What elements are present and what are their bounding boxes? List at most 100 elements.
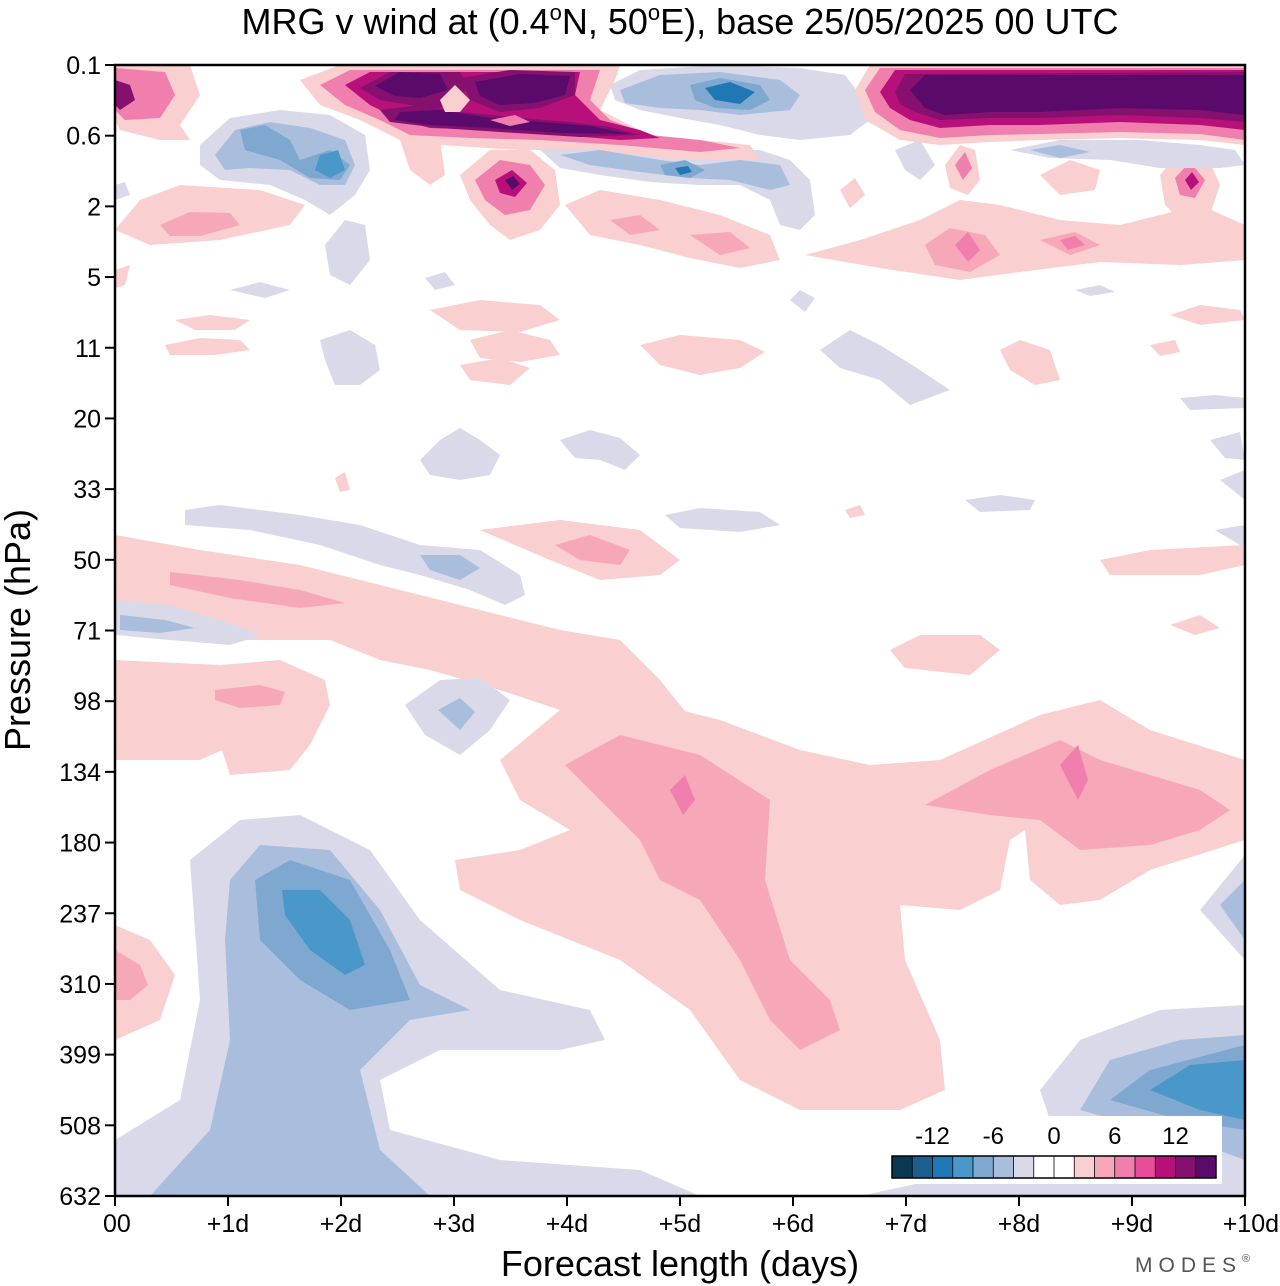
colorbar-swatch (993, 1156, 1014, 1178)
contour-neg-4-band-33 (420, 555, 480, 580)
colorbar-swatch (932, 1156, 954, 1178)
contour-neg-2-33 (665, 508, 780, 532)
contour-pos-4-left-edge (115, 950, 148, 1000)
contour-neg-8-left (282, 890, 365, 975)
x-tick-label: +7d (885, 1210, 927, 1238)
colorbar-swatch (892, 1156, 913, 1178)
contour-lower-negative (115, 815, 1245, 1196)
contour-neg-4-right-top (1030, 145, 1090, 158)
colorbar-swatch (1195, 1156, 1217, 1178)
contour-pos-6-right-top-b (1060, 236, 1085, 250)
colorbar-swatch (1175, 1156, 1197, 1178)
contour-pos-4-big (565, 735, 840, 1050)
y-tick-label: 33 (73, 476, 101, 504)
contour-neg-2-20 (420, 428, 500, 480)
contour-neg-2-20-right (1210, 432, 1245, 460)
contour-neg-2-right-50 (1215, 525, 1245, 548)
contour-pos-6-right (1060, 745, 1088, 800)
colorbar-label: -6 (983, 1123, 1004, 1150)
y-tick-label: 310 (59, 971, 101, 999)
contour-pos-2-11-b (460, 358, 530, 385)
colorbar-swatch (952, 1156, 974, 1178)
y-tick-label: 50 (73, 547, 101, 575)
y-tick-label: 0.1 (66, 52, 101, 80)
contour-neg-4-98 (438, 698, 475, 730)
contour-neg-8-center-top (675, 166, 692, 175)
contour-pos-6-topleft (115, 68, 175, 120)
x-tick-label: +9d (1111, 1210, 1153, 1238)
contour-pos-2-11-left (165, 338, 250, 355)
contour-pos-12-topleft (115, 80, 135, 110)
x-tick-label: +4d (546, 1210, 588, 1238)
x-tick-label: +5d (659, 1210, 701, 1238)
contour-pos-2-5-center (430, 300, 560, 332)
x-axis: 00 +1d +2d +3d +4d +5d +6d +7d +8d +9d +10d (103, 1196, 1279, 1238)
contour-mid-positive (165, 300, 1245, 518)
y-tick-label: 508 (59, 1112, 101, 1140)
contour-pos-2-6.5d-small (840, 178, 865, 208)
contour-neg-8-top-band (705, 82, 755, 104)
contour-top-strong (115, 65, 1245, 160)
contour-pos-16a-top-center (375, 72, 448, 98)
contour-pos-2-8d-small (1040, 160, 1100, 195)
contour-pos-2-left-edge-5 (115, 265, 130, 288)
contour-pos-2-11-center (470, 330, 560, 362)
contour-mid-negative (115, 330, 1245, 755)
contour-pos-2-11-center-b (640, 335, 765, 375)
y-tick-label: 98 (73, 688, 101, 716)
colorbar-swatch (1054, 1156, 1075, 1178)
y-tick-label: 237 (59, 900, 101, 928)
colorbar-swatch (1155, 1156, 1176, 1178)
plot-area (115, 65, 1245, 1196)
contour-neg-2-5hpa-d (790, 290, 815, 312)
contour-pos-4-center-50 (555, 535, 630, 565)
title-suffix: E), base 25/05/2025 00 UTC (660, 1, 1118, 42)
contour-upper-negative (115, 65, 1245, 312)
contour-pos-2-5-right-b (1150, 340, 1180, 356)
contour-pos-2-right-71 (890, 635, 1000, 675)
contour-pos-6-right-top (955, 232, 980, 262)
contour-neg-2-band-33 (185, 505, 525, 605)
contour-pos-16b-top-center (475, 74, 570, 105)
y-tick-label: 11 (75, 335, 101, 363)
contour-pos-4-upper-left (215, 685, 285, 708)
contour-pos-12-3d (505, 176, 520, 190)
contour-pos-2-5-right (1170, 305, 1245, 325)
y-axis: 0.1 0.6 2 5 11 20 33 50 71 98 134 180 237 310 399 508 63… (59, 52, 115, 1211)
brand-text: MODES (1135, 1254, 1242, 1277)
y-tick-label: 632 (59, 1183, 101, 1211)
contour-pos-2-upper-left (115, 660, 330, 775)
contour-neg-2-8.5d (895, 140, 935, 180)
x-axis-label: Forecast length (days) (501, 1243, 859, 1284)
y-tick-label: 2 (87, 193, 101, 221)
y-tick-label: 0.6 (66, 123, 101, 151)
y-tick-label: 5 (87, 264, 101, 292)
contour-pos-4-2hpa-left (160, 212, 240, 236)
contour-pos-2-right-50 (1100, 545, 1245, 575)
contour-lower-positive (115, 520, 1245, 1110)
x-tick-label: +10d (1223, 1210, 1279, 1238)
contour-pos-2-20 (335, 472, 350, 492)
contour-pos-4-2hpa-c (690, 232, 750, 255)
contour-pos-16-top-right (910, 75, 1245, 115)
contour-neg-2-5hpa-b (230, 282, 290, 298)
title-degree-2: o (648, 0, 660, 25)
contour-pos-6-center (670, 775, 695, 815)
contour-neg-2-left-edge-top (115, 182, 130, 200)
colorbar-label: 0 (1047, 1123, 1060, 1150)
title-prefix: MRG v wind at (0.4 (242, 1, 550, 42)
y-axis-label: Pressure (hPa) (0, 509, 38, 751)
contour-neg-2-5hpa-e (1075, 285, 1115, 296)
chart-title: MRG v wind at (0.4oN, 50oE), base 25/05/… (242, 0, 1119, 42)
brand-mark: ® (1242, 1253, 1250, 1265)
colorbar-swatch (1114, 1156, 1136, 1178)
y-tick-label: 134 (59, 759, 101, 787)
x-tick-label: +3d (433, 1210, 475, 1238)
colorbar-swatch (1013, 1156, 1035, 1178)
contour-upper-positive (115, 120, 1245, 288)
contour-pos-4-2hpa-right (610, 215, 660, 235)
colorbar-swatch (912, 1156, 933, 1178)
contour-neg-2-11-right (1180, 395, 1245, 410)
title-mid: N, 50 (562, 1, 648, 42)
contour-pos-2-11-right (1000, 340, 1060, 385)
